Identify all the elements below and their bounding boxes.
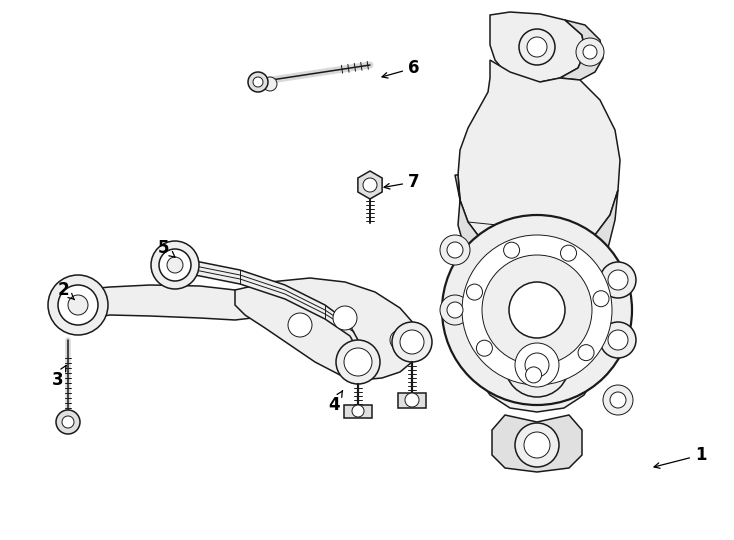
Circle shape <box>561 245 576 261</box>
Circle shape <box>608 270 628 290</box>
Circle shape <box>56 410 80 434</box>
Circle shape <box>333 306 357 330</box>
Circle shape <box>576 38 604 66</box>
Circle shape <box>608 330 628 350</box>
Circle shape <box>442 215 632 405</box>
Text: 2: 2 <box>58 281 75 300</box>
Circle shape <box>336 340 380 384</box>
Circle shape <box>248 72 268 92</box>
Circle shape <box>447 302 463 318</box>
Circle shape <box>363 178 377 192</box>
Polygon shape <box>537 190 618 294</box>
Circle shape <box>253 77 263 87</box>
Polygon shape <box>358 171 382 199</box>
Circle shape <box>593 291 609 307</box>
Circle shape <box>288 313 312 337</box>
Circle shape <box>482 255 592 365</box>
Circle shape <box>344 348 372 376</box>
Circle shape <box>525 353 549 377</box>
Polygon shape <box>492 415 582 472</box>
Polygon shape <box>398 393 426 408</box>
Polygon shape <box>560 20 603 80</box>
Circle shape <box>526 367 542 383</box>
Circle shape <box>48 275 108 335</box>
Circle shape <box>504 242 520 258</box>
Circle shape <box>159 249 191 281</box>
Circle shape <box>476 340 493 356</box>
Circle shape <box>405 393 419 407</box>
Circle shape <box>352 405 364 417</box>
Circle shape <box>447 242 463 258</box>
Circle shape <box>578 345 594 361</box>
Circle shape <box>392 322 432 362</box>
Polygon shape <box>344 405 372 418</box>
Circle shape <box>58 285 98 325</box>
Circle shape <box>440 295 470 325</box>
Circle shape <box>610 392 626 408</box>
Circle shape <box>603 385 633 415</box>
Polygon shape <box>480 316 596 412</box>
Circle shape <box>62 416 74 428</box>
Text: 7: 7 <box>384 173 420 191</box>
Circle shape <box>600 262 636 298</box>
Polygon shape <box>235 278 418 380</box>
Circle shape <box>527 37 547 57</box>
Circle shape <box>400 330 424 354</box>
Polygon shape <box>455 175 537 294</box>
Polygon shape <box>458 60 620 260</box>
Circle shape <box>600 322 636 358</box>
Text: 1: 1 <box>654 446 707 468</box>
Circle shape <box>167 257 183 273</box>
Circle shape <box>515 423 559 467</box>
Circle shape <box>515 343 559 387</box>
Circle shape <box>505 333 569 397</box>
Text: 3: 3 <box>52 366 66 389</box>
Text: 6: 6 <box>382 59 420 78</box>
Circle shape <box>467 284 482 300</box>
Circle shape <box>524 432 550 458</box>
Polygon shape <box>178 258 360 370</box>
Polygon shape <box>78 285 252 320</box>
Circle shape <box>509 282 565 338</box>
Text: 5: 5 <box>158 239 175 257</box>
Circle shape <box>440 235 470 265</box>
Circle shape <box>519 29 555 65</box>
Circle shape <box>583 45 597 59</box>
Text: 4: 4 <box>328 391 343 414</box>
Circle shape <box>68 295 88 315</box>
Circle shape <box>151 241 199 289</box>
Circle shape <box>390 330 410 350</box>
Circle shape <box>462 235 612 385</box>
Polygon shape <box>490 12 585 82</box>
Circle shape <box>263 77 277 91</box>
